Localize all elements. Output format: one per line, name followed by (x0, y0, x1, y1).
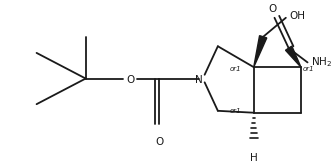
Text: or1: or1 (230, 108, 241, 114)
Polygon shape (286, 46, 301, 67)
Text: O: O (155, 137, 163, 147)
Polygon shape (254, 36, 267, 67)
Text: or1: or1 (303, 66, 314, 72)
Text: OH: OH (290, 11, 306, 21)
Text: NH$_2$: NH$_2$ (311, 55, 332, 69)
Text: or1: or1 (230, 66, 241, 72)
Text: O: O (126, 75, 134, 85)
Text: O: O (269, 4, 277, 14)
Text: N: N (195, 75, 203, 85)
Text: H: H (250, 153, 258, 163)
